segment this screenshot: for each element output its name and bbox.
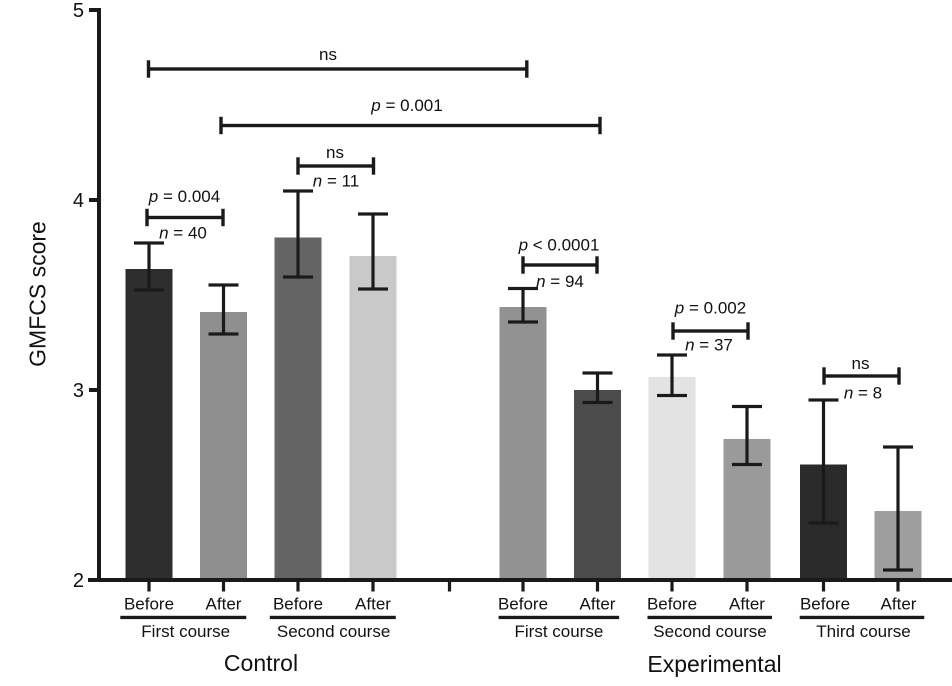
svg-text:Before: Before (647, 595, 697, 614)
svg-text:n = 40: n = 40 (159, 224, 207, 243)
svg-text:n = 8: n = 8 (844, 384, 882, 403)
svg-text:n = 94: n = 94 (536, 272, 584, 291)
svg-text:2: 2 (73, 570, 84, 592)
svg-text:Before: Before (498, 595, 548, 614)
svg-text:Second course: Second course (653, 622, 766, 641)
svg-text:n = 11: n = 11 (313, 172, 360, 191)
svg-text:n = 37: n = 37 (685, 336, 733, 355)
svg-text:p = 0.004: p = 0.004 (148, 187, 220, 206)
svg-text:Control: Control (224, 650, 298, 676)
svg-text:Before: Before (273, 595, 323, 614)
svg-text:After: After (206, 595, 242, 614)
svg-text:After: After (729, 595, 765, 614)
svg-text:3: 3 (73, 380, 84, 402)
svg-text:p < 0.0001: p < 0.0001 (518, 236, 600, 255)
svg-text:After: After (881, 595, 917, 614)
svg-text:After: After (580, 595, 616, 614)
svg-text:Second course: Second course (277, 622, 390, 641)
svg-text:Before: Before (800, 595, 850, 614)
svg-text:ns: ns (319, 45, 337, 64)
svg-text:Third course: Third course (816, 622, 910, 641)
svg-text:p = 0.002: p = 0.002 (674, 299, 746, 318)
svg-text:GMFCS score: GMFCS score (25, 221, 51, 367)
svg-text:First course: First course (515, 622, 604, 641)
svg-text:4: 4 (73, 190, 84, 212)
svg-text:First course: First course (141, 622, 230, 641)
svg-text:After: After (355, 595, 391, 614)
svg-text:p = 0.001: p = 0.001 (370, 96, 442, 115)
svg-text:ns: ns (326, 143, 344, 162)
svg-text:Before: Before (124, 595, 174, 614)
svg-text:ns: ns (852, 354, 870, 373)
svg-text:Experimental: Experimental (647, 651, 781, 677)
svg-text:5: 5 (73, 0, 84, 22)
